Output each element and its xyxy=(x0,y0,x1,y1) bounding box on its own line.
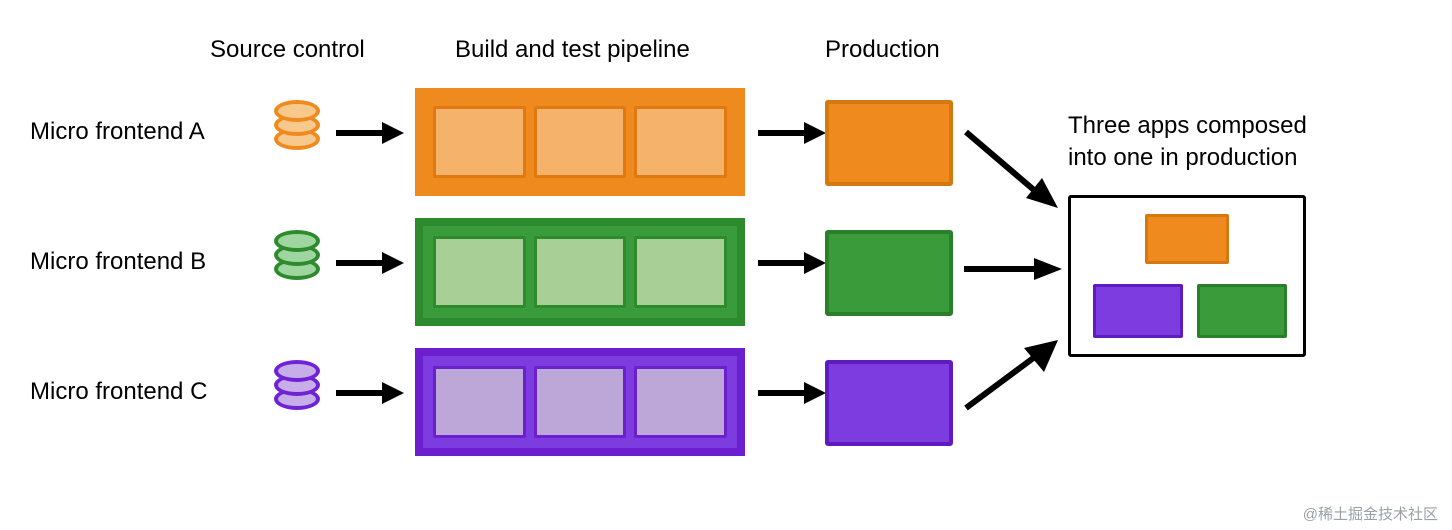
arrow-icon xyxy=(334,118,404,148)
database-icon xyxy=(274,360,320,420)
pipeline-stage xyxy=(433,236,526,308)
arrow-icon xyxy=(756,118,826,148)
pipeline-stage xyxy=(634,236,727,308)
pipeline-stage xyxy=(534,106,627,178)
header-build-pipeline: Build and test pipeline xyxy=(455,36,690,64)
watermark: @稀土掘金技术社区 xyxy=(1303,503,1438,524)
production-box-b xyxy=(825,230,953,316)
production-box-c xyxy=(825,360,953,446)
arrow-icon xyxy=(334,248,404,278)
arrow-icon xyxy=(756,248,826,278)
arrow-icon xyxy=(962,340,1062,420)
header-source-control: Source control xyxy=(210,36,365,64)
composed-label-line1: Three apps composed xyxy=(1068,112,1307,139)
composed-mini-b xyxy=(1197,284,1287,338)
arrow-icon xyxy=(334,378,404,408)
pipeline-b xyxy=(415,218,745,326)
pipeline-stage xyxy=(634,106,727,178)
microfrontend-diagram: Source control Build and test pipeline P… xyxy=(0,0,1452,530)
row-a-label: Micro frontend A xyxy=(30,118,205,146)
database-icon xyxy=(274,230,320,290)
pipeline-stage xyxy=(634,366,727,438)
pipeline-stage xyxy=(433,106,526,178)
pipeline-c xyxy=(415,348,745,456)
composed-label-line2: into one in production xyxy=(1068,144,1298,171)
row-c-label: Micro frontend C xyxy=(30,378,207,406)
database-icon xyxy=(274,100,320,160)
composed-mini-a xyxy=(1145,214,1229,264)
arrow-icon xyxy=(962,120,1062,210)
header-production: Production xyxy=(825,36,940,64)
composed-label: Three apps composed into one in producti… xyxy=(1068,110,1307,175)
arrow-icon xyxy=(756,378,826,408)
production-box-a xyxy=(825,100,953,186)
composed-app xyxy=(1068,195,1306,357)
pipeline-stage xyxy=(433,366,526,438)
arrow-icon xyxy=(962,254,1062,284)
row-b-label: Micro frontend B xyxy=(30,248,206,276)
pipeline-stage xyxy=(534,366,627,438)
pipeline-stage xyxy=(534,236,627,308)
pipeline-a xyxy=(415,88,745,196)
composed-mini-c xyxy=(1093,284,1183,338)
